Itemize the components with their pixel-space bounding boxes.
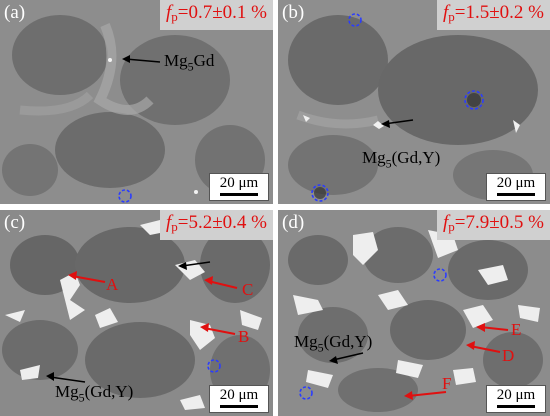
- panel-c-micrograph: [0, 210, 273, 416]
- point-c-label: C: [242, 280, 254, 299]
- panel-d-micrograph: [278, 210, 550, 416]
- panel-a-fraction: fp=0.7±0.1 %: [159, 0, 273, 30]
- panel-c-fraction: fp=5.2±0.4 %: [159, 210, 273, 240]
- point-d-label: D: [502, 346, 515, 365]
- panel-a-phase-label: Mg5Gd: [164, 51, 215, 74]
- panel-b-label: (b): [282, 2, 305, 23]
- panel-b: (b) fp=1.5±0.2 % Mg5(Gd,Y) 20 μm: [278, 0, 550, 204]
- panel-b-phase-label: Mg5(Gd,Y): [362, 148, 441, 171]
- panel-c: (c) fp=5.2±0.4 % A C B Mg5(Gd,Y) 20 μm: [0, 210, 273, 416]
- point-a-label: A: [106, 275, 119, 294]
- panel-c-phase-label: Mg5(Gd,Y): [55, 382, 134, 405]
- point-b-label: B: [238, 327, 250, 346]
- point-f-label: F: [442, 374, 452, 393]
- panel-b-scale-bar: 20 μm: [486, 173, 546, 201]
- panel-b-fraction: fp=1.5±0.2 %: [436, 0, 550, 30]
- panel-d-label: (d): [282, 212, 305, 233]
- panel-a: (a) fp=0.7±0.1 % Mg5Gd 20 μm: [0, 0, 273, 204]
- panel-c-label: (c): [4, 212, 26, 233]
- panel-a-scale-bar: 20 μm: [209, 173, 269, 201]
- panel-d-phase-label: Mg5(Gd,Y): [294, 332, 373, 355]
- panel-d-scale-bar: 20 μm: [486, 385, 546, 413]
- panel-a-micrograph: [0, 0, 273, 204]
- panel-d-fraction: fp=7.9±0.5 %: [436, 210, 550, 240]
- panel-a-label: (a): [4, 2, 26, 23]
- point-e-label: E: [511, 320, 522, 339]
- panel-d: (d) fp=7.9±0.5 % Mg5(Gd,Y) E D F 20 μm: [278, 210, 550, 416]
- panel-c-scale-bar: 20 μm: [209, 385, 269, 413]
